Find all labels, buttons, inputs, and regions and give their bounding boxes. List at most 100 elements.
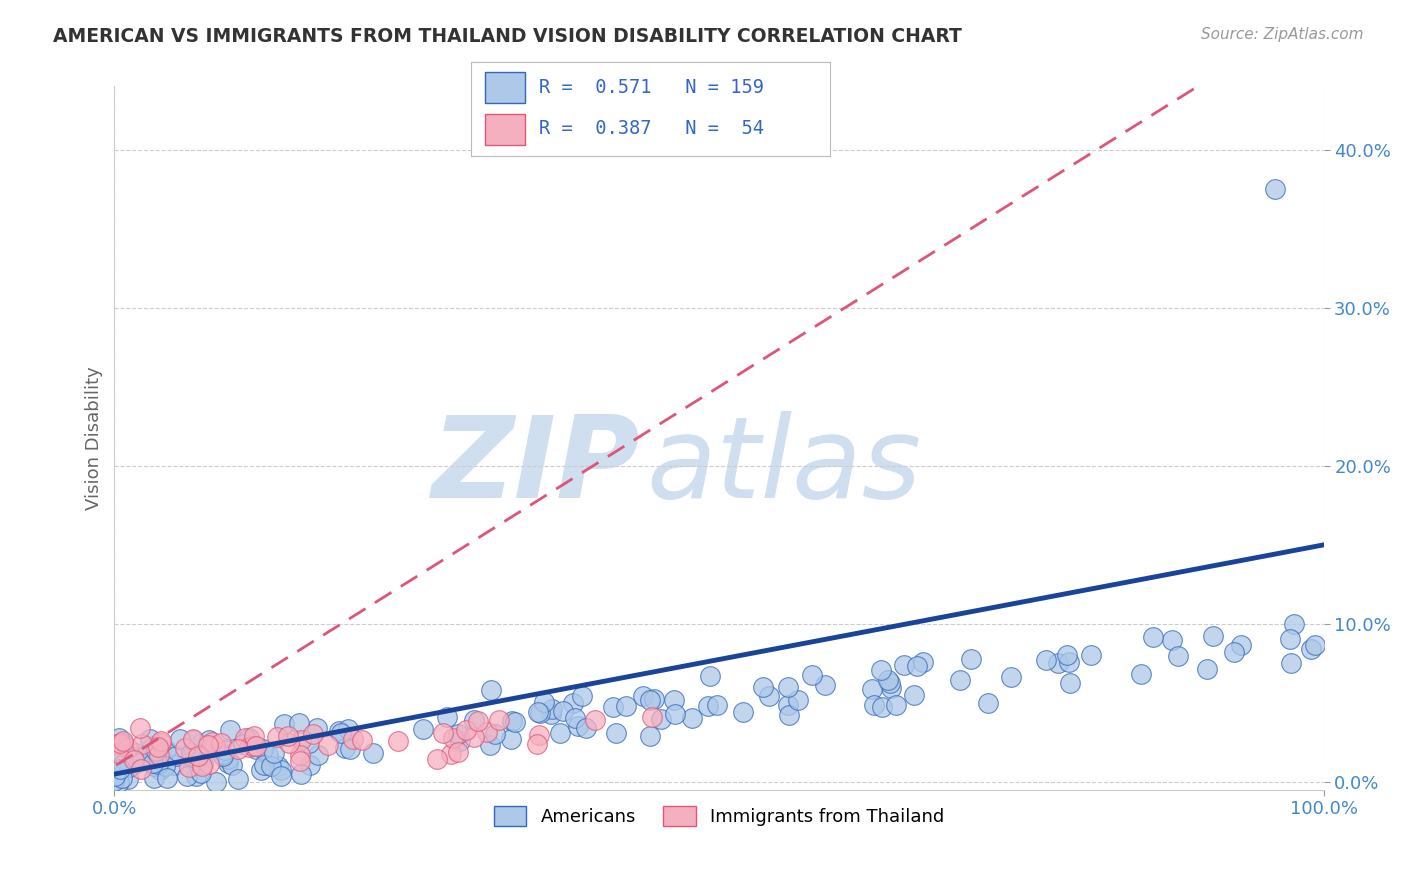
Point bbox=[266, 730, 288, 744]
Point bbox=[893, 657, 915, 672]
Point bbox=[412, 723, 434, 737]
Point bbox=[217, 752, 239, 766]
Point bbox=[776, 680, 799, 694]
Point bbox=[602, 699, 624, 714]
Point bbox=[273, 717, 295, 731]
Point bbox=[143, 758, 166, 772]
Point bbox=[105, 737, 128, 751]
Point bbox=[800, 667, 823, 681]
Point bbox=[905, 659, 928, 673]
Point bbox=[879, 681, 901, 696]
Point bbox=[143, 771, 166, 785]
Point bbox=[446, 745, 468, 759]
Point bbox=[1057, 655, 1080, 669]
Point bbox=[616, 698, 638, 713]
Point bbox=[551, 704, 574, 718]
Point bbox=[432, 725, 454, 739]
Point bbox=[163, 757, 186, 772]
Point bbox=[245, 739, 267, 753]
Point bbox=[190, 766, 212, 780]
Point bbox=[188, 757, 211, 772]
Point bbox=[270, 769, 292, 783]
Point bbox=[108, 731, 131, 745]
Point bbox=[155, 771, 177, 785]
Point bbox=[860, 682, 883, 697]
Point bbox=[138, 732, 160, 747]
Point bbox=[110, 735, 132, 749]
Point bbox=[226, 772, 249, 787]
Point bbox=[103, 774, 125, 789]
Point bbox=[257, 747, 280, 762]
Point bbox=[733, 705, 755, 719]
Point bbox=[488, 714, 510, 728]
Point bbox=[350, 732, 373, 747]
Point bbox=[463, 714, 485, 728]
Point bbox=[183, 731, 205, 746]
Point bbox=[526, 738, 548, 752]
Point bbox=[131, 749, 153, 764]
Point bbox=[155, 758, 177, 772]
Point bbox=[111, 771, 134, 785]
Point bbox=[328, 723, 350, 738]
Point bbox=[475, 725, 498, 739]
Point bbox=[150, 736, 173, 750]
Point bbox=[221, 757, 243, 772]
Point bbox=[226, 742, 249, 756]
Point bbox=[814, 678, 837, 692]
Text: AMERICAN VS IMMIGRANTS FROM THAILAND VISION DISABILITY CORRELATION CHART: AMERICAN VS IMMIGRANTS FROM THAILAND VIS… bbox=[53, 27, 962, 45]
Point bbox=[863, 698, 886, 713]
Point bbox=[631, 690, 654, 704]
Point bbox=[233, 731, 256, 745]
Point bbox=[142, 739, 165, 753]
Point bbox=[169, 731, 191, 746]
Point bbox=[242, 739, 264, 754]
Point bbox=[238, 731, 260, 746]
Point bbox=[540, 707, 562, 722]
Point bbox=[877, 673, 900, 688]
Point bbox=[270, 763, 292, 777]
Point bbox=[107, 745, 129, 759]
Point bbox=[562, 697, 585, 711]
Point bbox=[479, 683, 502, 698]
Point bbox=[605, 726, 627, 740]
Point bbox=[288, 715, 311, 730]
Point bbox=[245, 742, 267, 756]
Point bbox=[447, 727, 470, 741]
Point bbox=[142, 756, 165, 770]
Point bbox=[129, 721, 152, 735]
Point bbox=[977, 696, 1000, 710]
Point bbox=[146, 740, 169, 755]
Point bbox=[1167, 649, 1189, 664]
Point bbox=[699, 669, 721, 683]
Point bbox=[638, 693, 661, 707]
Point bbox=[205, 775, 228, 789]
Point bbox=[339, 741, 361, 756]
Point bbox=[440, 747, 463, 762]
Point bbox=[1278, 632, 1301, 646]
Point bbox=[131, 737, 153, 751]
Point bbox=[129, 754, 152, 768]
Point bbox=[664, 707, 686, 722]
Point bbox=[104, 769, 127, 783]
Point bbox=[217, 756, 239, 770]
Point bbox=[778, 698, 800, 713]
Point bbox=[696, 698, 718, 713]
Point bbox=[1195, 662, 1218, 676]
Point bbox=[903, 689, 925, 703]
Point bbox=[117, 772, 139, 787]
Text: ZIP: ZIP bbox=[432, 411, 641, 522]
Point bbox=[187, 749, 209, 764]
Point bbox=[122, 753, 145, 767]
Point bbox=[190, 759, 212, 773]
Point bbox=[267, 759, 290, 773]
Point bbox=[305, 721, 328, 735]
Point bbox=[107, 775, 129, 789]
Point bbox=[1130, 666, 1153, 681]
Point bbox=[122, 750, 145, 764]
Point bbox=[869, 664, 891, 678]
Point bbox=[198, 741, 221, 756]
Point bbox=[111, 757, 134, 772]
Point bbox=[526, 706, 548, 720]
Point bbox=[165, 749, 187, 764]
Point bbox=[183, 753, 205, 767]
